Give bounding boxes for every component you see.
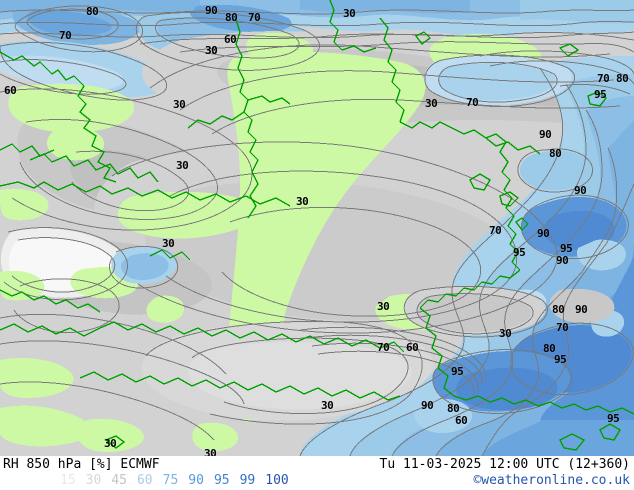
legend-value-95: 95: [213, 473, 230, 488]
legend-value-60: 60: [136, 473, 153, 488]
relative-humidity-map: [0, 0, 634, 456]
contour-lines: [0, 5, 634, 456]
map-footer: RH 850 hPa [%] ECMWF Tu 11-03-2025 12:00…: [0, 456, 634, 490]
legend-value-75: 75: [162, 473, 179, 488]
copyright-notice: ©weatheronline.co.uk: [473, 473, 630, 488]
legend-value-30: 30: [85, 473, 102, 488]
legend-value-99: 99: [239, 473, 256, 488]
legend-value-45: 45: [111, 473, 127, 488]
coastline-borders: [0, 0, 634, 451]
humidity-legend: 15 30 45 60 75 90 95 99 100: [60, 473, 289, 488]
footer-top-row: RH 850 hPa [%] ECMWF Tu 11-03-2025 12:00…: [0, 456, 634, 473]
legend-value-90: 90: [188, 473, 204, 488]
map-canvas[interactable]: 80 90 80 70 30 70 30 60 30 70 80 95 60 30 30 70 90 30 80 90…: [0, 0, 634, 456]
legend-value-15: 15: [60, 473, 76, 488]
parameter-title: RH 850 hPa [%] ECMWF: [3, 457, 160, 472]
run-datetime: Tu 11-03-2025 12:00 UTC (12+360): [379, 457, 630, 472]
legend-value-100: 100: [265, 473, 289, 488]
footer-bottom-row: 15 30 45 60 75 90 95 99 100 ©weatheronline.co.uk: [0, 472, 634, 490]
